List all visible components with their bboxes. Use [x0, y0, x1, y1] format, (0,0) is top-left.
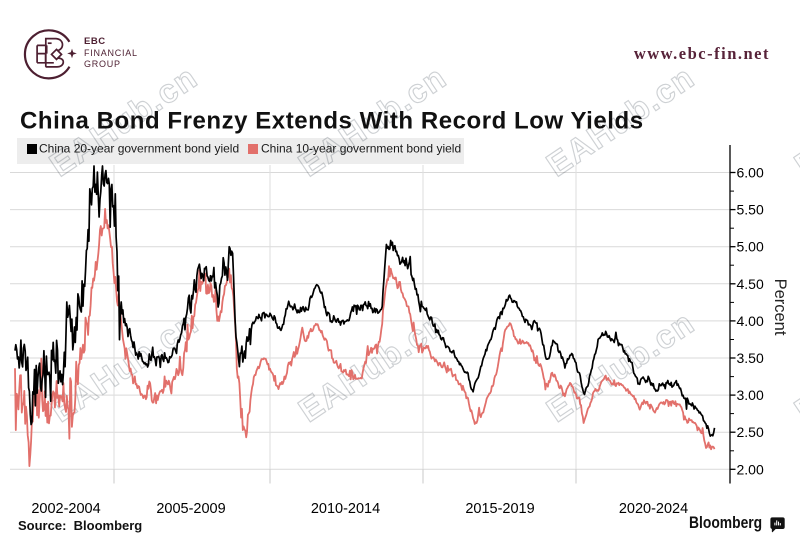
svg-text:4.50: 4.50: [737, 276, 764, 292]
svg-text:2020-2024: 2020-2024: [619, 501, 688, 517]
svg-text:3.50: 3.50: [737, 350, 764, 366]
svg-text:EAHub.cn: EAHub.cn: [788, 58, 800, 184]
svg-text:6.00: 6.00: [737, 165, 764, 181]
svg-text:2.50: 2.50: [737, 424, 764, 440]
svg-text:China 20-year government bond: China 20-year government bond yield: [39, 142, 239, 156]
svg-text:2005-2009: 2005-2009: [156, 501, 225, 517]
svg-text:China 10-year government bond: China 10-year government bond yield: [261, 142, 461, 156]
svg-text:2010-2014: 2010-2014: [311, 501, 380, 517]
svg-text:2015-2019: 2015-2019: [465, 501, 534, 517]
svg-text:5.00: 5.00: [737, 239, 764, 255]
svg-text:2002-2004: 2002-2004: [31, 501, 100, 517]
svg-text:4.00: 4.00: [737, 313, 764, 329]
svg-text:EAHub.cn: EAHub.cn: [292, 303, 453, 429]
svg-text:China Bond Frenzy Extends With: China Bond Frenzy Extends With Record Lo…: [20, 108, 644, 135]
svg-text:5.50: 5.50: [737, 202, 764, 218]
svg-text:3.00: 3.00: [737, 387, 764, 403]
svg-text:2.00: 2.00: [737, 461, 764, 477]
svg-text:Percent: Percent: [771, 279, 789, 336]
